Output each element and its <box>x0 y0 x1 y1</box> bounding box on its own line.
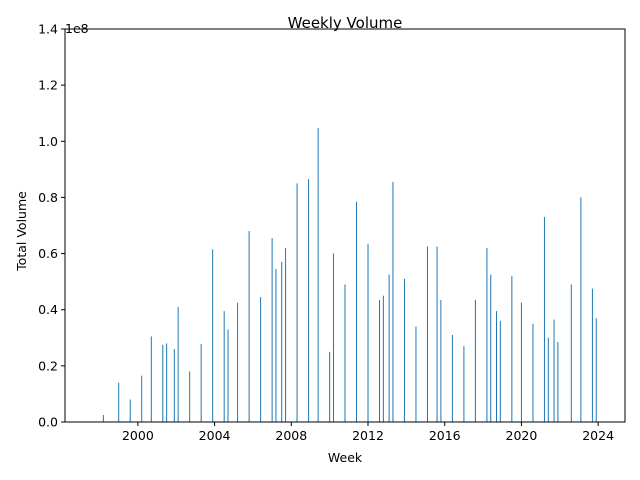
x-axis-label: Week <box>328 450 363 465</box>
bar <box>543 217 545 422</box>
bar <box>296 183 298 422</box>
bar <box>440 299 442 422</box>
bar <box>490 274 492 423</box>
bar <box>189 371 191 422</box>
bar <box>356 201 358 422</box>
bar <box>415 326 417 422</box>
bar <box>595 318 597 422</box>
y-axis-ticks: 0.0 0.2 0.4 0.6 0.8 1.0 1.2 1.4 <box>38 22 65 430</box>
bar <box>329 351 331 422</box>
x-tick-label: 2008 <box>275 428 307 443</box>
y-tick-label: 1.4 <box>38 22 58 37</box>
bar <box>382 295 384 422</box>
bar <box>499 320 501 422</box>
bar <box>388 274 390 423</box>
bar <box>200 343 202 422</box>
bar <box>212 249 214 422</box>
bar <box>553 319 555 422</box>
bar <box>177 306 179 422</box>
y-axis-label: Total Volume <box>14 191 29 272</box>
x-tick-label: 2024 <box>582 428 614 443</box>
y-tick-label: 0.4 <box>38 302 58 317</box>
bar <box>223 311 225 422</box>
bar <box>162 344 164 422</box>
bar <box>520 302 522 422</box>
plot-frame <box>64 28 626 423</box>
bar <box>237 302 239 422</box>
bar <box>285 247 287 422</box>
x-tick-label: 2016 <box>429 428 461 443</box>
bar <box>426 246 428 422</box>
bar <box>281 261 283 422</box>
y-tick-label: 1.2 <box>38 78 58 93</box>
bar <box>150 336 152 422</box>
bar <box>332 253 334 422</box>
bar-series <box>102 128 597 423</box>
bar <box>248 231 250 422</box>
bar <box>271 238 273 422</box>
bar <box>451 334 453 422</box>
bar <box>580 197 582 422</box>
bar <box>486 247 488 422</box>
bar <box>275 269 277 422</box>
y-tick-label: 0.2 <box>38 358 58 373</box>
bar <box>403 278 405 422</box>
bar <box>141 375 143 422</box>
bar <box>227 329 229 422</box>
bar <box>591 288 593 422</box>
bar <box>511 276 513 422</box>
bar <box>166 343 168 422</box>
y-tick-label: 1.0 <box>38 134 58 149</box>
bar <box>474 299 476 422</box>
x-tick-label: 2012 <box>352 428 384 443</box>
bar <box>463 346 465 422</box>
bar <box>367 243 369 422</box>
bar <box>436 246 438 422</box>
bar <box>260 297 262 422</box>
x-tick-label: 2020 <box>506 428 538 443</box>
bar <box>118 382 120 422</box>
bar <box>344 284 346 422</box>
x-tick-label: 2000 <box>122 428 154 443</box>
y-tick-label: 0.6 <box>38 246 58 261</box>
bar <box>129 399 131 422</box>
bar <box>557 342 559 422</box>
x-tick-label: 2004 <box>199 428 231 443</box>
bar <box>496 311 498 422</box>
y-tick-label: 0.8 <box>38 190 58 205</box>
bar <box>308 179 310 422</box>
bar <box>570 284 572 422</box>
bar <box>547 337 549 422</box>
bar <box>102 414 104 422</box>
chart-title: Weekly Volume <box>288 14 403 32</box>
bar <box>379 299 381 422</box>
bar <box>532 323 534 422</box>
y-tick-label: 0.0 <box>38 415 58 430</box>
bar <box>173 349 175 422</box>
bar <box>392 181 394 422</box>
x-axis-ticks: 2000 2004 2008 2012 2016 2020 2024 <box>122 422 614 443</box>
bar <box>317 128 319 422</box>
